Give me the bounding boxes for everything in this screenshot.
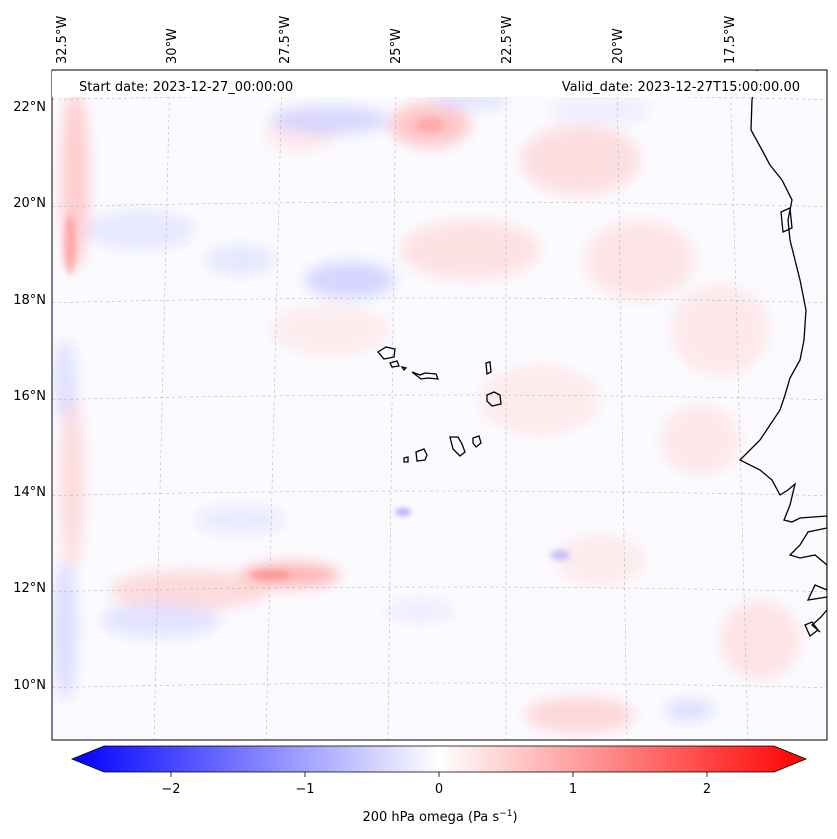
island-santo-antao: [377, 346, 396, 360]
colorbar: −2 −1 0 1 2 200 hPa omega (Pa s−1): [70, 745, 808, 825]
lat-label: 10°N: [13, 678, 46, 693]
lon-label: 30°W: [165, 28, 180, 64]
island-sal: [485, 361, 492, 376]
island-brava: [403, 456, 409, 463]
coastal-islet-2: [780, 207, 793, 233]
lon-labels: 32.5°W 30°W 27.5°W 25°W 22.5°W 20°W 17.5…: [55, 16, 738, 64]
lat-label: 12°N: [13, 581, 46, 596]
coastal-islet: [804, 621, 819, 638]
header-band: [52, 71, 826, 97]
lon-label: 25°W: [389, 28, 404, 64]
island-sao-nicolau: [411, 371, 440, 380]
colorbar-label-exp: −1: [499, 809, 512, 819]
lon-label: 32.5°W: [55, 16, 70, 64]
island-santa-luzia: [400, 365, 408, 372]
map-frame: [51, 69, 828, 741]
colorbar-ticks: −2 −1 0 1 2: [161, 772, 711, 797]
colorbar-tick-label: 0: [435, 782, 443, 797]
graticule: [52, 71, 827, 740]
lat-label: 16°N: [13, 389, 46, 404]
omega-field: [52, 70, 827, 740]
colorbar-tick-label: −2: [161, 782, 180, 797]
island-fogo: [415, 448, 428, 462]
island-boa-vista: [486, 391, 502, 407]
valid-date-label: Valid_date: 2023-12-27T15:00:00.00: [562, 80, 800, 95]
colorbar-label: 200 hPa omega (Pa s−1): [362, 809, 517, 825]
lat-label: 14°N: [13, 485, 46, 500]
island-sao-vicente: [389, 360, 400, 368]
colorbar-label-close: ): [512, 810, 517, 825]
lat-labels: 22°N 20°N 18°N 16°N 14°N 12°N 10°N: [13, 100, 46, 693]
lon-label: 17.5°W: [723, 16, 738, 64]
lat-label: 18°N: [13, 293, 46, 308]
colorbar-tick-label: 1: [569, 782, 577, 797]
island-maio: [472, 435, 482, 448]
colorbar-label-main: 200 hPa omega (Pa s: [362, 810, 499, 825]
colorbar-bar: [70, 745, 808, 773]
lon-label: 22.5°W: [500, 16, 515, 64]
omega-field-blobs: [53, 90, 800, 733]
colorbar-tick-label: −1: [295, 782, 314, 797]
colorbar-tick-label: 2: [703, 782, 711, 797]
lat-label: 20°N: [13, 196, 46, 211]
start-date-label: Start date: 2023-12-27_00:00:00: [79, 80, 293, 95]
lon-label: 20°W: [611, 28, 626, 64]
omega-field-cores: [64, 117, 570, 580]
lat-label: 22°N: [13, 100, 46, 115]
lon-label: 27.5°W: [278, 16, 293, 64]
coastline: [377, 70, 827, 638]
island-santiago: [449, 436, 466, 457]
